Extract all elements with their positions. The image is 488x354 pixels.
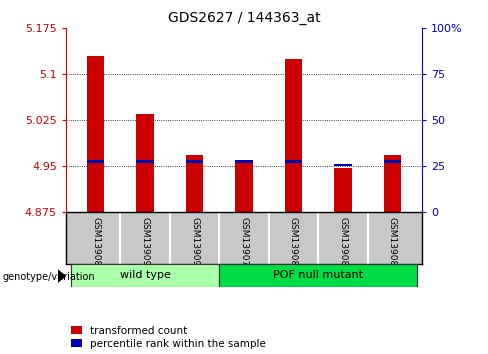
Text: GSM139094: GSM139094: [190, 217, 199, 272]
Text: genotype/variation: genotype/variation: [2, 272, 95, 282]
Text: POF null mutant: POF null mutant: [273, 270, 363, 280]
Bar: [235, 160, 253, 163]
Bar: [87, 56, 104, 212]
Bar: [136, 160, 154, 163]
Text: GSM139082: GSM139082: [339, 217, 347, 272]
Bar: [384, 155, 401, 212]
Text: GSM139080: GSM139080: [289, 217, 298, 272]
Text: wild type: wild type: [120, 270, 170, 280]
Bar: [334, 167, 352, 212]
Bar: [87, 160, 104, 163]
Text: GSM139092: GSM139092: [141, 217, 149, 272]
Bar: [285, 59, 302, 212]
Bar: [186, 155, 203, 212]
Bar: [334, 164, 352, 166]
Polygon shape: [58, 269, 66, 283]
Bar: [384, 160, 401, 163]
Text: GSM139078: GSM139078: [240, 217, 248, 272]
Legend: transformed count, percentile rank within the sample: transformed count, percentile rank withi…: [71, 326, 265, 349]
Bar: [71, 264, 219, 287]
Text: GSM139089: GSM139089: [91, 217, 100, 272]
Bar: [136, 114, 154, 212]
Bar: [235, 163, 253, 212]
Text: GSM139086: GSM139086: [388, 217, 397, 272]
Bar: [219, 264, 417, 287]
Title: GDS2627 / 144363_at: GDS2627 / 144363_at: [168, 11, 320, 24]
Bar: [285, 160, 302, 163]
Bar: [186, 160, 203, 163]
